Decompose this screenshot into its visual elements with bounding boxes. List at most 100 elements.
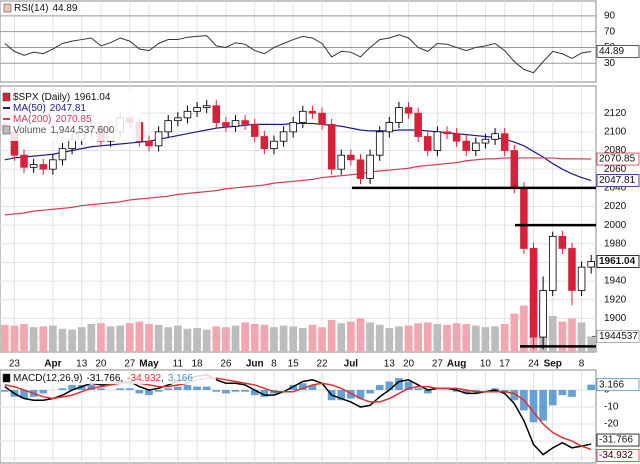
candle-body: [414, 112, 422, 137]
legend-entry: MA(200) 2070.85: [13, 114, 92, 125]
volume-bar: [587, 336, 596, 352]
histogram-bar: [366, 390, 374, 394]
y-tick-label: 2000: [604, 220, 627, 231]
candle-body: [548, 235, 557, 291]
price-tag: 1961.04: [599, 256, 636, 267]
x-tick-label: 26: [220, 359, 232, 370]
volume-bar: [58, 328, 67, 352]
legend-bg: [2, 2, 84, 14]
histogram-bar: [500, 390, 509, 392]
histogram-bar: [116, 388, 125, 391]
candle-body: [260, 136, 269, 150]
volume-bar: [558, 321, 567, 352]
candle-body: [491, 133, 499, 140]
volume-bar: [106, 326, 115, 352]
y-tick-label: 1980: [604, 238, 627, 249]
x-tick-label: 23: [9, 359, 21, 370]
x-tick-label: 24: [528, 359, 540, 370]
volume-bar: [289, 326, 298, 352]
candle-body: [472, 142, 480, 151]
x-tick-label: Jun: [246, 359, 264, 370]
price-tag: 2047.81: [599, 175, 636, 186]
candle-body: [222, 122, 230, 127]
price-tag: -34.932: [599, 450, 633, 461]
x-tick-label: 10: [480, 359, 492, 370]
candle-body: [145, 140, 153, 147]
volume-bar: [520, 305, 528, 352]
histogram-bar: [39, 390, 48, 394]
volume-bar: [231, 325, 240, 352]
candle-body: [404, 107, 413, 114]
volume-bar: [491, 326, 499, 352]
legend-text: -34.932: [127, 373, 161, 384]
x-tick-label: 13: [76, 359, 88, 370]
line: [4, 373, 592, 456]
histogram-bar: [135, 390, 144, 394]
volume-bar: [173, 325, 182, 352]
volume-bar: [77, 327, 86, 352]
candle-body: [587, 261, 595, 268]
candle-body: [395, 107, 403, 123]
legend-icon: [3, 3, 12, 13]
x-tick-label: Jul: [344, 359, 359, 370]
histogram-bar: [231, 390, 240, 392]
volume-bar: [145, 324, 153, 352]
histogram-bar: [568, 390, 576, 397]
histogram-bar: [414, 388, 423, 391]
legend-entry: MACD(12,26,9) -31.766, -34.932, 3.166: [13, 373, 193, 384]
volume-bar: [375, 324, 384, 352]
line: [4, 34, 592, 74]
candle-body: [510, 150, 519, 189]
histogram-bar: [404, 381, 413, 391]
candle-body: [568, 248, 576, 291]
legend-text: MACD(12,26,9): [13, 373, 82, 384]
legend-text: MA(50): [13, 103, 46, 114]
legend-entry: Volume 1,944,537,600: [13, 125, 115, 136]
volume-bar: [0, 324, 9, 352]
volume-bar: [10, 325, 19, 352]
price-tag: 44.89: [599, 46, 624, 57]
volume-bar: [471, 325, 480, 352]
x-tick-label: 20: [95, 359, 107, 370]
histogram-bar: [298, 383, 307, 391]
histogram-bar: [154, 390, 163, 392]
candle-body: [250, 123, 259, 137]
histogram-bar: [452, 390, 461, 392]
volume-bar: [510, 313, 519, 352]
legend-text: Volume: [13, 125, 47, 136]
volume-bar: [183, 328, 192, 352]
price-tag-box: [596, 152, 640, 166]
price-tag: 2070.85: [599, 154, 636, 165]
volume-bar: [481, 327, 490, 352]
candle-body: [577, 266, 586, 291]
legend-text: 1961.04: [74, 92, 111, 103]
histogram-bar: [529, 390, 538, 423]
candle-body: [212, 105, 221, 123]
histogram-bar: [395, 378, 403, 391]
volume-bar: [279, 325, 288, 352]
candle-body: [433, 131, 442, 151]
histogram-bar: [260, 390, 269, 397]
volume-bar: [116, 325, 125, 352]
y-tick-label: 70: [604, 26, 616, 37]
volume-bar: [395, 326, 403, 352]
y-tick-label: 2120: [604, 108, 627, 119]
legend-entry: RSI(14) 44.89: [14, 3, 78, 14]
legend-text: $SPX (Daily): [13, 92, 70, 103]
candle-body: [337, 154, 346, 170]
y-tick-label: 2080: [604, 145, 627, 156]
price-tag: -31.766: [599, 435, 633, 446]
x-tick-label: 13: [384, 359, 396, 370]
volume-bar: [260, 324, 269, 352]
histogram-bar: [193, 386, 201, 391]
y-tick-label: 2060: [604, 164, 627, 175]
candle-body: [202, 105, 211, 108]
candle-body: [29, 164, 38, 168]
candle-body: [443, 131, 451, 135]
volume-bar: [423, 322, 432, 352]
legend-text: RSI(14): [14, 3, 48, 14]
legend-entry: $SPX (Daily) 1961.04: [13, 92, 111, 103]
candle-body: [539, 290, 547, 338]
volume-bar: [414, 323, 423, 352]
